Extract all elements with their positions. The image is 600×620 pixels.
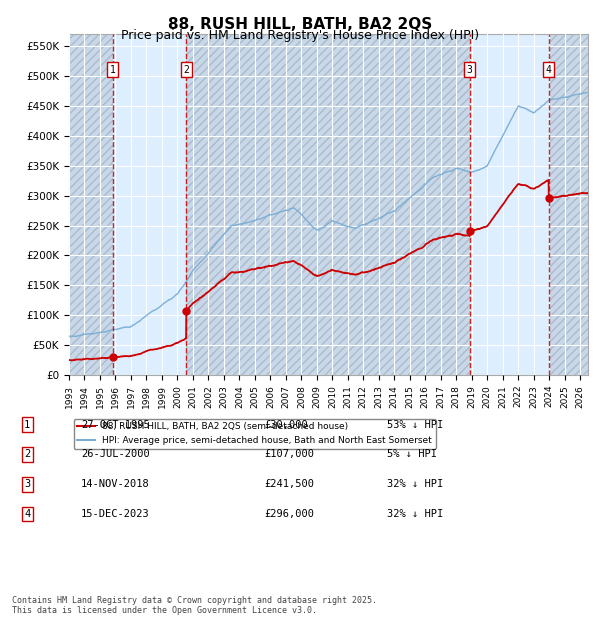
Text: 14-NOV-2018: 14-NOV-2018 [81,479,150,489]
Bar [69,34,113,375]
Text: 1: 1 [110,65,116,75]
Text: 1: 1 [24,420,30,430]
Bar [69,34,113,375]
Text: £30,000: £30,000 [264,420,308,430]
Text: 27-OCT-1995: 27-OCT-1995 [81,420,150,430]
Bar [548,34,588,375]
Legend: 88, RUSH HILL, BATH, BA2 2QS (semi-detached house), HPI: Average price, semi-det: 88, RUSH HILL, BATH, BA2 2QS (semi-detac… [74,419,436,448]
Text: 2: 2 [184,65,189,75]
Text: 26-JUL-2000: 26-JUL-2000 [81,450,150,459]
Text: 4: 4 [546,65,551,75]
Text: £107,000: £107,000 [264,450,314,459]
Text: 32% ↓ HPI: 32% ↓ HPI [387,509,443,519]
Text: 3: 3 [24,479,30,489]
Text: 32% ↓ HPI: 32% ↓ HPI [387,479,443,489]
Bar [186,34,470,375]
Text: 15-DEC-2023: 15-DEC-2023 [81,509,150,519]
Text: 4: 4 [24,509,30,519]
Text: Contains HM Land Registry data © Crown copyright and database right 2025.
This d: Contains HM Land Registry data © Crown c… [12,596,377,615]
Text: £241,500: £241,500 [264,479,314,489]
Text: 88, RUSH HILL, BATH, BA2 2QS: 88, RUSH HILL, BATH, BA2 2QS [168,17,432,32]
Bar [186,34,470,375]
Text: Price paid vs. HM Land Registry's House Price Index (HPI): Price paid vs. HM Land Registry's House … [121,29,479,42]
Text: 3: 3 [467,65,473,75]
Text: 2: 2 [24,450,30,459]
Text: 5% ↓ HPI: 5% ↓ HPI [387,450,437,459]
Bar [548,34,588,375]
Text: 53% ↓ HPI: 53% ↓ HPI [387,420,443,430]
Text: £296,000: £296,000 [264,509,314,519]
